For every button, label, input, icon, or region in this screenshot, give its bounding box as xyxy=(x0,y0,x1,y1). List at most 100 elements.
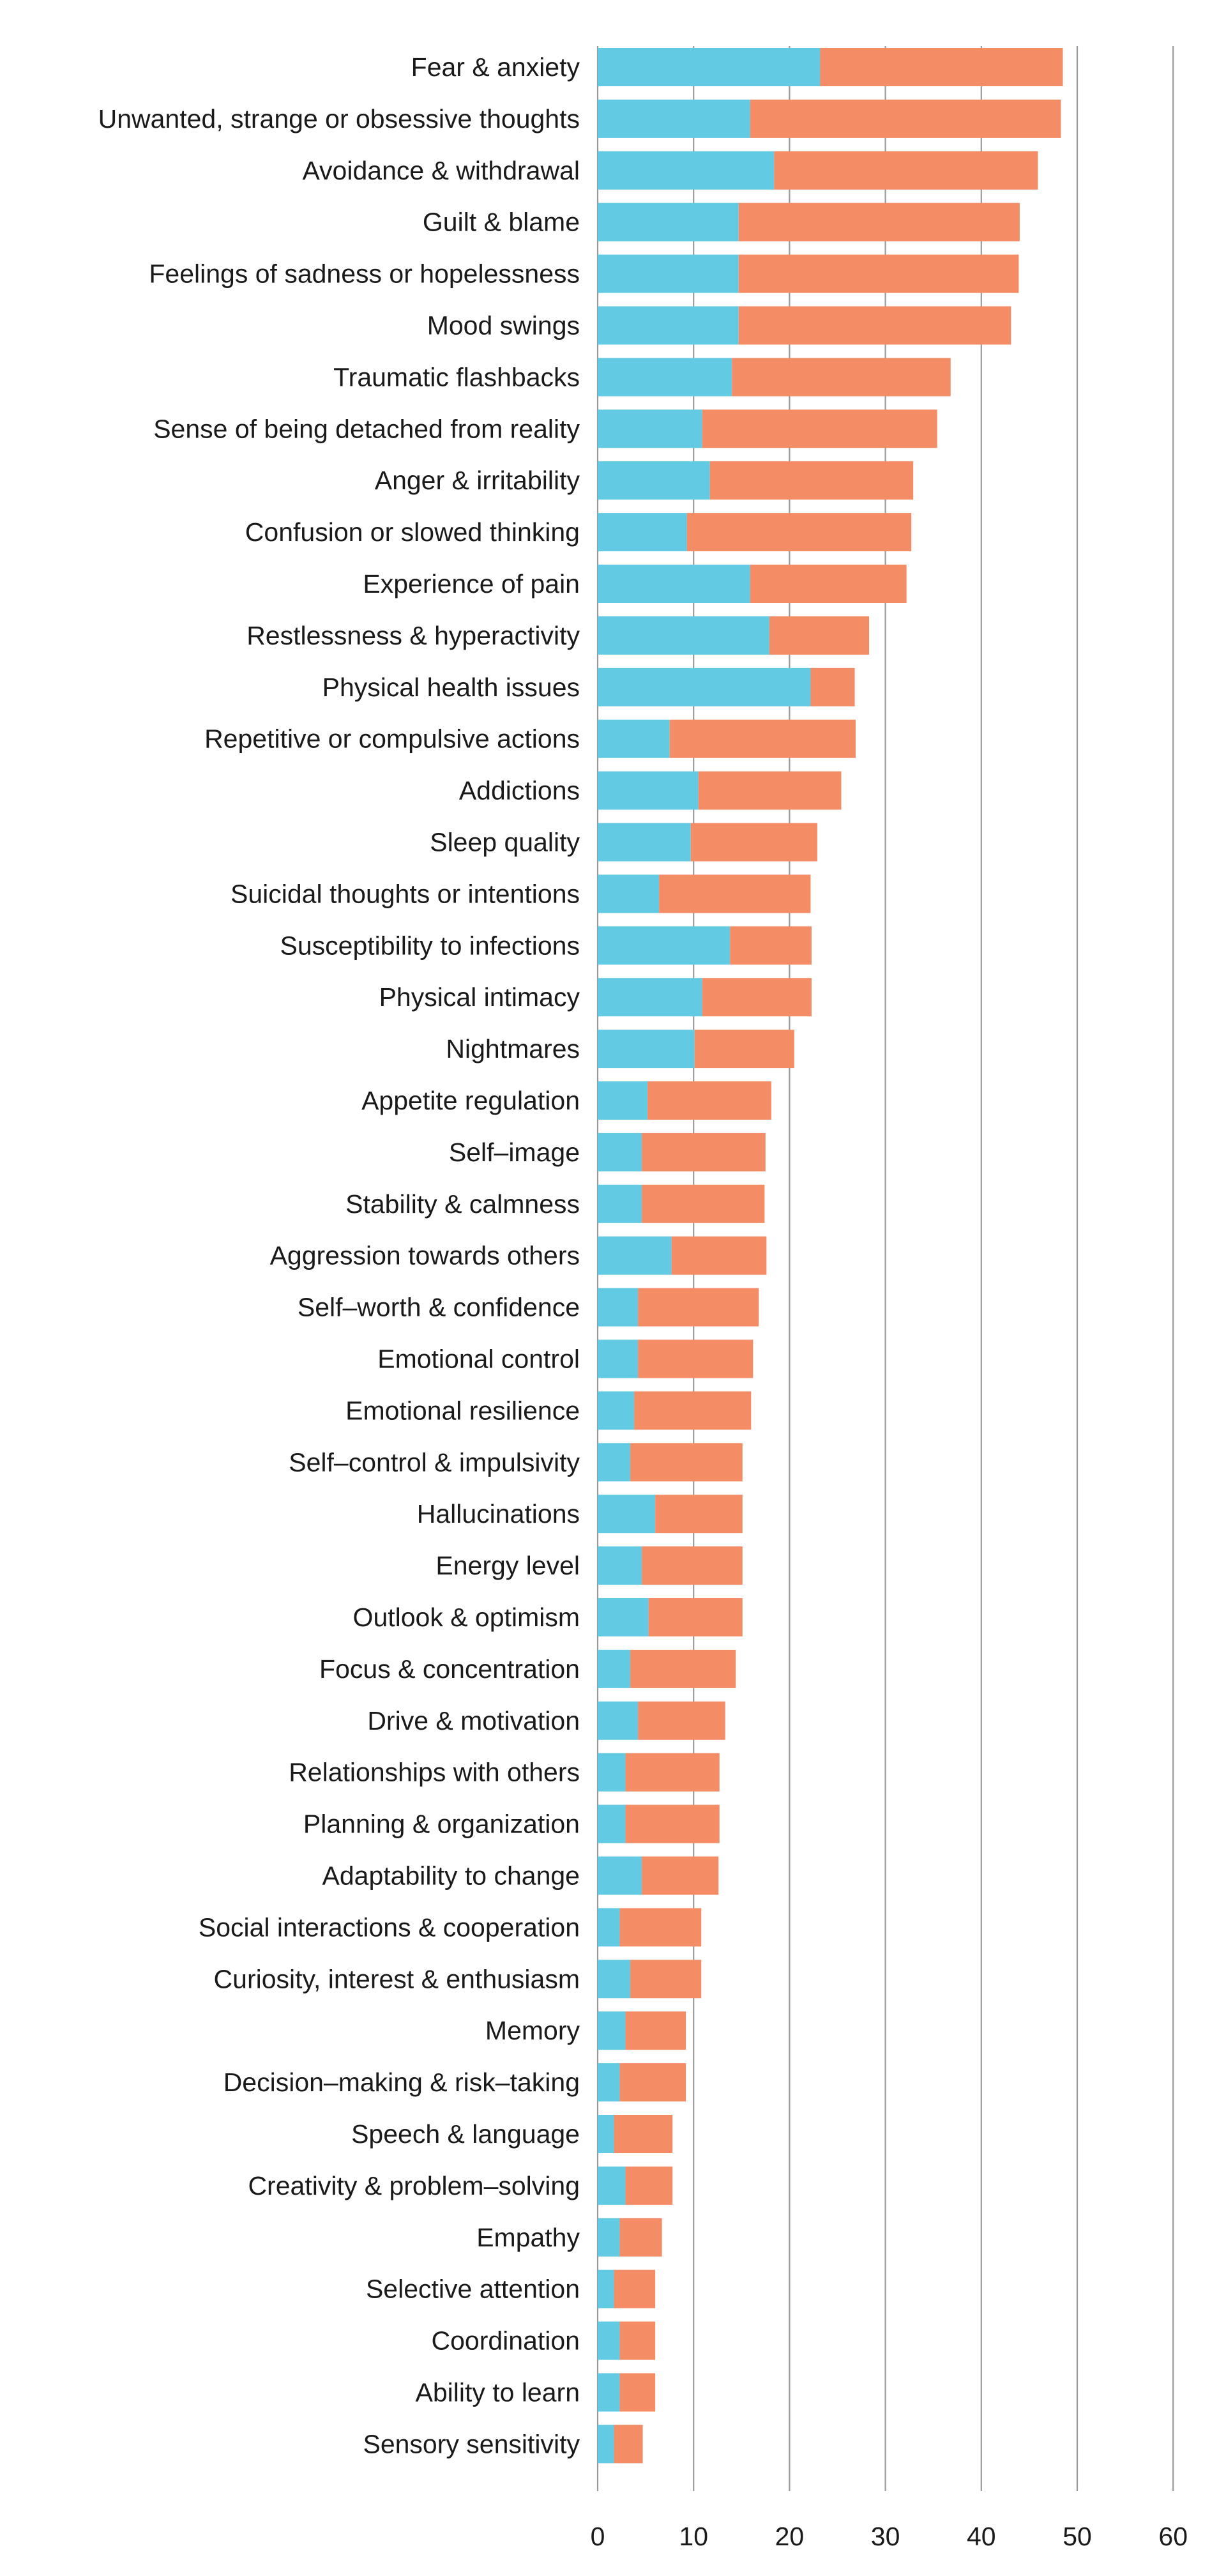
bar-segment-1-row-46 xyxy=(598,2373,620,2412)
x-tick-label-60: 60 xyxy=(1158,2522,1188,2551)
bar-segment-2-row-6 xyxy=(738,306,1011,345)
category-label-30: Energy level xyxy=(435,1551,580,1580)
category-label-29: Hallucinations xyxy=(417,1499,580,1528)
category-label-39: Memory xyxy=(485,2016,580,2045)
bar-segment-2-row-37 xyxy=(619,1908,702,1947)
category-label-36: Adaptability to change xyxy=(322,1861,580,1891)
bar-segment-1-row-2 xyxy=(598,99,750,138)
category-label-27: Emotional resilience xyxy=(345,1396,580,1425)
bar-segment-1-row-5 xyxy=(598,254,739,293)
bar-segment-2-row-19 xyxy=(702,978,812,1017)
category-label-2: Unwanted, strange or obsessive thoughts xyxy=(98,104,580,133)
bar-segment-1-row-41 xyxy=(598,2115,614,2153)
bar-segment-1-row-9 xyxy=(598,461,710,500)
bar-segment-2-row-5 xyxy=(738,254,1019,293)
bar-segment-1-row-21 xyxy=(598,1081,648,1120)
category-label-43: Empathy xyxy=(476,2223,580,2252)
category-label-12: Restlessness & hyperactivity xyxy=(246,621,580,650)
category-label-11: Experience of pain xyxy=(363,569,580,598)
category-label-35: Planning & organization xyxy=(303,1810,580,1839)
bar-segment-2-row-47 xyxy=(614,2425,643,2464)
category-label-31: Outlook & optimism xyxy=(353,1603,580,1632)
category-label-28: Self–control & impulsivity xyxy=(289,1447,580,1477)
category-label-41: Speech & language xyxy=(351,2119,580,2149)
category-label-37: Social interactions & cooperation xyxy=(199,1912,580,1942)
bar-segment-1-row-25 xyxy=(598,1288,639,1327)
bar-segment-1-row-29 xyxy=(598,1495,656,1534)
bar-segment-1-row-19 xyxy=(598,978,702,1017)
bar-segment-2-row-9 xyxy=(709,461,914,500)
bar-segment-1-row-24 xyxy=(598,1236,672,1275)
category-label-23: Stability & calmness xyxy=(345,1189,580,1219)
category-label-1: Fear & anxiety xyxy=(411,52,580,82)
bar-segment-2-row-31 xyxy=(648,1598,743,1636)
category-label-40: Decision–making & risk–taking xyxy=(223,2068,580,2097)
x-tick-label-0: 0 xyxy=(591,2522,605,2551)
category-label-38: Curiosity, interest & enthusiasm xyxy=(214,1964,580,1993)
category-label-6: Mood swings xyxy=(427,311,580,340)
x-axis-ticks: 0 10 20 30 40 50 60 xyxy=(591,2522,1188,2551)
bar-segment-2-row-41 xyxy=(614,2115,673,2153)
bar-segment-1-row-36 xyxy=(598,1856,642,1895)
bar-segment-2-row-35 xyxy=(625,1804,720,1843)
category-label-22: Self–image xyxy=(449,1138,580,1167)
bar-segment-2-row-42 xyxy=(625,2166,673,2205)
bar-segment-1-row-11 xyxy=(598,565,750,603)
bar-segment-2-row-22 xyxy=(642,1132,766,1171)
bar-segment-1-row-6 xyxy=(598,306,739,345)
category-label-5: Feelings of sadness or hopelessness xyxy=(149,259,580,289)
bar-segment-2-row-20 xyxy=(694,1030,794,1069)
category-label-18: Susceptibility to infections xyxy=(280,931,580,960)
bar-segment-1-row-27 xyxy=(598,1391,635,1430)
category-label-20: Nightmares xyxy=(446,1034,580,1063)
bar-segment-1-row-17 xyxy=(598,874,660,913)
category-label-4: Guilt & blame xyxy=(423,208,580,237)
bar-segment-2-row-25 xyxy=(638,1288,759,1327)
bar-segment-2-row-40 xyxy=(619,2063,686,2102)
bar-segment-2-row-10 xyxy=(686,513,912,552)
bar-segment-1-row-38 xyxy=(598,1960,631,1999)
bar-segment-2-row-28 xyxy=(630,1443,743,1482)
bars xyxy=(598,48,1063,2464)
bar-segment-1-row-20 xyxy=(598,1030,695,1069)
bar-segment-1-row-15 xyxy=(598,771,699,810)
bar-segment-1-row-30 xyxy=(598,1546,642,1585)
x-tick-label-20: 20 xyxy=(775,2522,805,2551)
bar-segment-1-row-47 xyxy=(598,2425,614,2464)
bar-segment-1-row-8 xyxy=(598,409,702,448)
bar-segment-2-row-30 xyxy=(642,1546,743,1585)
bar-segment-1-row-40 xyxy=(598,2063,620,2102)
category-label-24: Aggression towards others xyxy=(270,1241,580,1270)
x-tick-label-30: 30 xyxy=(871,2522,900,2551)
bar-segment-2-row-14 xyxy=(669,719,856,758)
bar-segment-1-row-22 xyxy=(598,1132,642,1171)
category-label-17: Suicidal thoughts or intentions xyxy=(231,879,580,908)
bar-segment-1-row-44 xyxy=(598,2269,614,2308)
bar-segment-1-row-34 xyxy=(598,1753,626,1792)
bar-segment-2-row-26 xyxy=(638,1339,753,1378)
bar-segment-2-row-39 xyxy=(625,2011,686,2050)
category-label-10: Confusion or slowed thinking xyxy=(245,517,580,547)
category-label-19: Physical intimacy xyxy=(379,982,580,1012)
category-label-21: Appetite regulation xyxy=(361,1086,580,1115)
bar-segment-2-row-21 xyxy=(647,1081,771,1120)
category-label-26: Emotional control xyxy=(377,1345,580,1374)
x-tick-label-10: 10 xyxy=(679,2522,708,2551)
category-label-25: Self–worth & confidence xyxy=(298,1293,580,1322)
bar-segment-2-row-34 xyxy=(625,1753,720,1792)
bar-segment-1-row-3 xyxy=(598,151,775,190)
bar-segment-1-row-37 xyxy=(598,1908,620,1947)
bar-segment-2-row-15 xyxy=(698,771,842,810)
bar-segment-2-row-13 xyxy=(810,667,855,706)
bar-segment-2-row-46 xyxy=(619,2373,656,2412)
bar-segment-1-row-14 xyxy=(598,719,670,758)
bar-segment-1-row-13 xyxy=(598,667,811,706)
bar-segment-2-row-27 xyxy=(634,1391,752,1430)
category-label-13: Physical health issues xyxy=(322,673,580,702)
bar-segment-1-row-4 xyxy=(598,202,739,241)
bar-segment-2-row-3 xyxy=(774,151,1038,190)
bar-segment-1-row-26 xyxy=(598,1339,639,1378)
bar-segment-1-row-1 xyxy=(598,48,821,86)
bar-segment-2-row-45 xyxy=(619,2321,656,2360)
